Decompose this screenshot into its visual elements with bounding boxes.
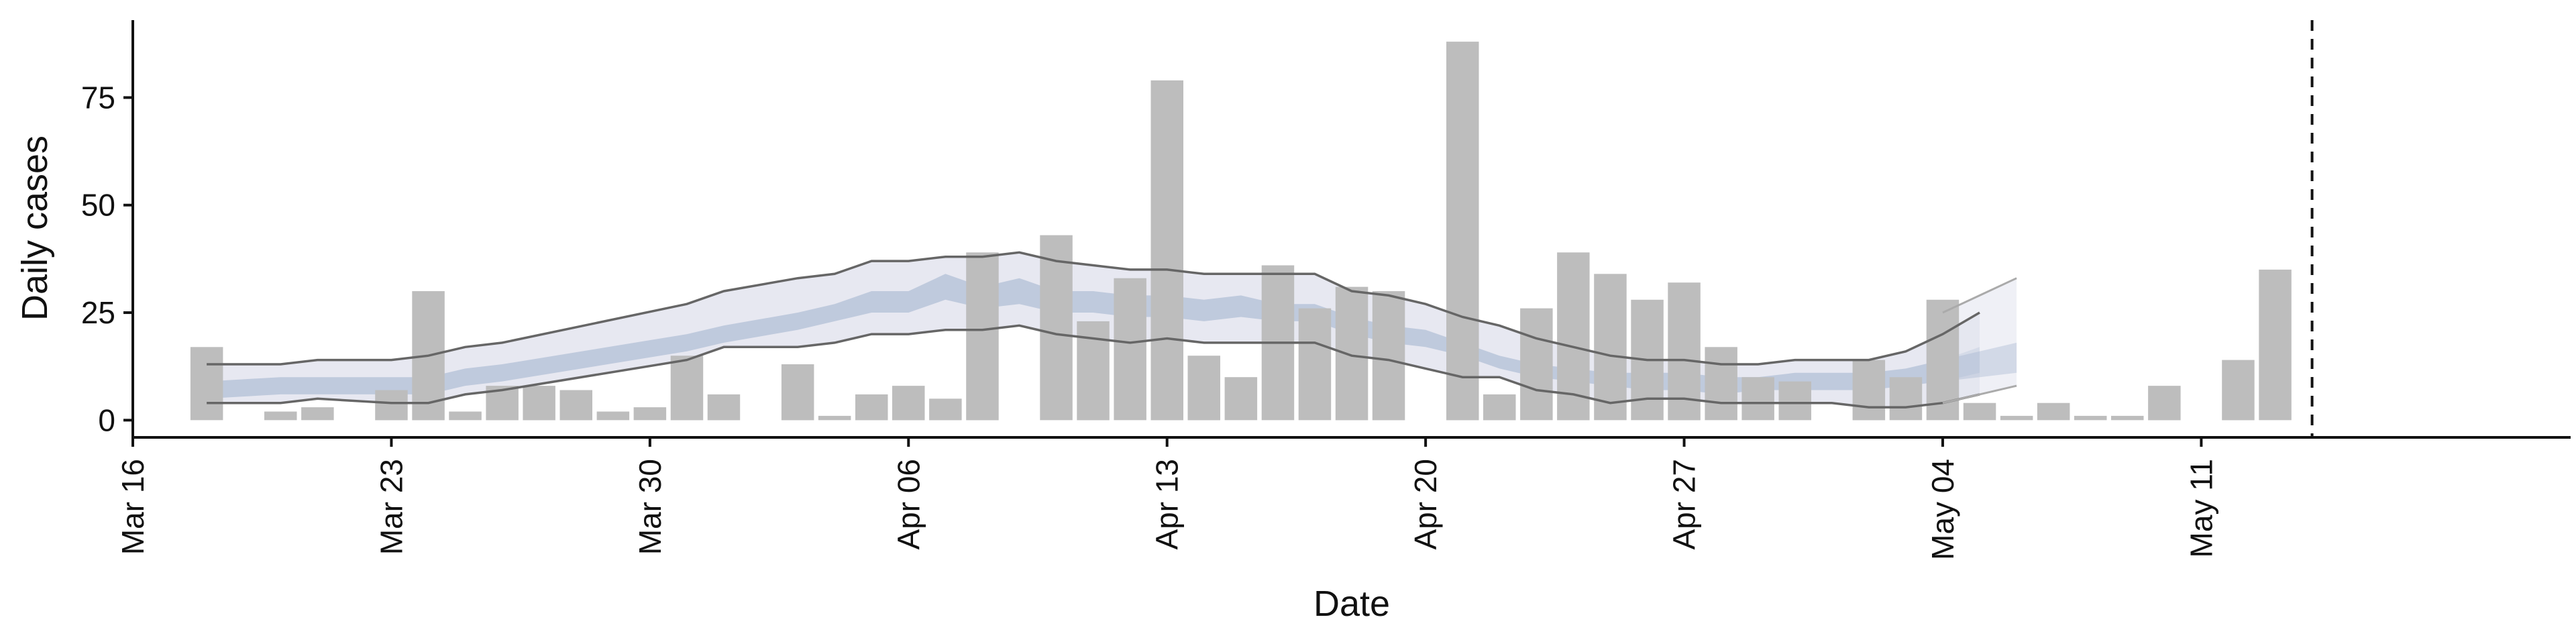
daily-cases-bar bbox=[966, 252, 999, 421]
daily-cases-bar bbox=[2148, 386, 2181, 421]
daily-cases-bar bbox=[1852, 360, 1886, 421]
x-tick-label: Mar 16 bbox=[115, 459, 150, 555]
daily-cases-bar bbox=[707, 394, 741, 421]
daily-cases-bar bbox=[1187, 356, 1220, 421]
daily-cases-bar bbox=[1705, 347, 1737, 421]
daily-cases-bar bbox=[190, 347, 223, 421]
daily-cases-bar bbox=[1150, 80, 1183, 421]
daily-cases-bar bbox=[596, 411, 630, 421]
lower-bound-line bbox=[207, 324, 1980, 409]
x-tick-label: Mar 30 bbox=[633, 459, 667, 555]
x-axis-title: Date bbox=[1313, 584, 1390, 624]
daily-cases-bar bbox=[2111, 415, 2144, 421]
daily-cases-bar bbox=[1594, 274, 1627, 421]
projection-inner-band bbox=[1943, 342, 2017, 382]
x-tick-label: May 04 bbox=[1925, 459, 1960, 560]
x-tick-label: May 11 bbox=[2184, 459, 2218, 557]
daily-cases-bar bbox=[818, 415, 851, 421]
interval-line-layer bbox=[207, 20, 2314, 437]
daily-cases-bar bbox=[449, 411, 482, 421]
daily-cases-bar bbox=[1372, 291, 1405, 421]
daily-cases-bar bbox=[1446, 42, 1479, 421]
daily-cases-bar bbox=[559, 390, 592, 421]
x-tick-label: Apr 27 bbox=[1667, 459, 1702, 550]
daily-cases-bar bbox=[892, 386, 925, 421]
daily-cases-bar bbox=[633, 407, 667, 421]
daily-cases-bar bbox=[264, 411, 297, 421]
daily-cases-bar bbox=[2222, 360, 2255, 421]
bar-layer bbox=[190, 42, 2292, 421]
x-tick-label: Apr 13 bbox=[1150, 459, 1185, 550]
daily-cases-bar bbox=[1224, 377, 1258, 421]
daily-cases-bar bbox=[1668, 282, 1701, 421]
y-tick-label: 50 bbox=[81, 188, 115, 223]
y-axis-title: Daily cases bbox=[15, 136, 55, 321]
projection-outer-band bbox=[1943, 278, 2017, 403]
daily-cases-bar bbox=[375, 390, 408, 421]
axes: 0 25 50 75 Mar 16 Mar 23 Mar 30 Apr 06 Apr 13 Apr… bbox=[81, 20, 2571, 560]
daily-cases-bar bbox=[929, 398, 962, 421]
daily-cases-bar bbox=[1483, 394, 1516, 421]
daily-cases-bar bbox=[1889, 377, 1923, 421]
upper-bound-line bbox=[207, 251, 1980, 366]
projection-lower-line bbox=[1942, 384, 2017, 405]
daily-cases-bar bbox=[670, 356, 704, 421]
daily-cases-bar bbox=[855, 394, 888, 421]
daily-cases-bar bbox=[1040, 235, 1073, 421]
daily-cases-bar bbox=[523, 386, 555, 421]
projection-upper-line bbox=[1942, 277, 2017, 314]
daily-cases-bar bbox=[1520, 308, 1553, 421]
x-tick-label: Mar 23 bbox=[374, 459, 409, 555]
daily-cases-bar bbox=[1778, 381, 1811, 421]
daily-cases-bar bbox=[2074, 415, 2107, 421]
y-tick-label: 75 bbox=[81, 80, 115, 115]
daily-cases-bar bbox=[2037, 402, 2070, 421]
daily-cases-bar bbox=[1741, 377, 1774, 421]
daily-cases-bar bbox=[301, 407, 334, 421]
daily-cases-bar bbox=[781, 364, 814, 421]
daily-cases-bar bbox=[2000, 415, 2033, 421]
x-tick-label: Apr 20 bbox=[1408, 459, 1443, 550]
daily-cases-bar bbox=[1335, 286, 1368, 421]
daily-cases-bar bbox=[1963, 402, 1996, 421]
y-tick-label: 0 bbox=[98, 402, 115, 437]
daily-cases-bar bbox=[2259, 269, 2292, 421]
daily-cases-bar bbox=[1298, 308, 1332, 421]
x-tick-label: Apr 06 bbox=[891, 459, 926, 550]
y-tick-label: 25 bbox=[81, 295, 115, 330]
daily-cases-bar bbox=[1114, 278, 1146, 421]
